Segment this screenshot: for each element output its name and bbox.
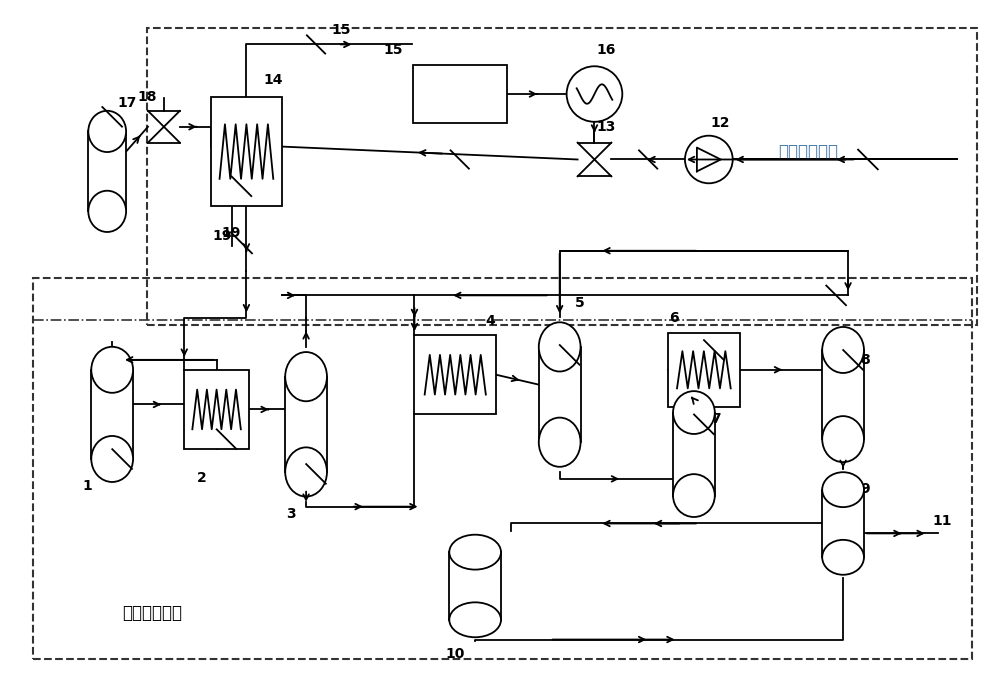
Text: 9: 9 <box>860 481 870 496</box>
Bar <box>822 350 864 439</box>
Bar <box>822 490 864 558</box>
Ellipse shape <box>91 347 133 393</box>
Bar <box>184 370 249 449</box>
Text: 1: 1 <box>82 479 92 493</box>
Text: 14: 14 <box>263 73 283 87</box>
Text: 17: 17 <box>117 96 137 110</box>
Ellipse shape <box>449 602 501 637</box>
Text: 8: 8 <box>860 353 870 367</box>
Ellipse shape <box>822 472 864 507</box>
Bar <box>211 97 282 206</box>
Text: 7: 7 <box>711 412 720 426</box>
Text: 13: 13 <box>596 120 616 134</box>
Bar <box>673 413 715 496</box>
Text: 15: 15 <box>331 24 350 37</box>
Ellipse shape <box>673 391 715 434</box>
Bar <box>33 277 972 660</box>
Text: 3: 3 <box>286 507 296 521</box>
Bar <box>91 370 133 459</box>
Text: 乙烯精制系统: 乙烯精制系统 <box>122 604 182 622</box>
Ellipse shape <box>449 534 501 570</box>
Text: 19: 19 <box>212 229 232 243</box>
Text: 4: 4 <box>485 314 495 328</box>
Circle shape <box>567 66 622 122</box>
Bar <box>449 552 501 619</box>
Bar <box>539 347 581 442</box>
Ellipse shape <box>88 190 126 232</box>
Bar <box>668 333 740 407</box>
Ellipse shape <box>539 418 581 466</box>
Ellipse shape <box>822 540 864 575</box>
Text: 18: 18 <box>137 90 157 104</box>
Text: 11: 11 <box>933 515 952 528</box>
Text: 10: 10 <box>446 647 465 662</box>
Ellipse shape <box>285 352 327 401</box>
Ellipse shape <box>88 111 126 152</box>
Ellipse shape <box>822 327 864 373</box>
Text: 6: 6 <box>669 311 679 325</box>
Bar <box>285 377 327 472</box>
Ellipse shape <box>91 436 133 482</box>
Text: 15: 15 <box>383 44 403 57</box>
Text: 干冰制造系统: 干冰制造系统 <box>778 143 838 160</box>
Circle shape <box>685 136 733 184</box>
Ellipse shape <box>539 322 581 371</box>
Text: 5: 5 <box>575 296 584 310</box>
Text: 2: 2 <box>197 471 207 485</box>
Bar <box>414 335 496 414</box>
Text: 12: 12 <box>711 116 730 130</box>
Ellipse shape <box>673 474 715 517</box>
Text: 19: 19 <box>222 226 241 240</box>
Bar <box>147 28 977 325</box>
Bar <box>88 131 126 211</box>
Ellipse shape <box>822 416 864 462</box>
Text: 16: 16 <box>596 44 616 57</box>
Bar <box>413 65 507 123</box>
Ellipse shape <box>285 447 327 496</box>
